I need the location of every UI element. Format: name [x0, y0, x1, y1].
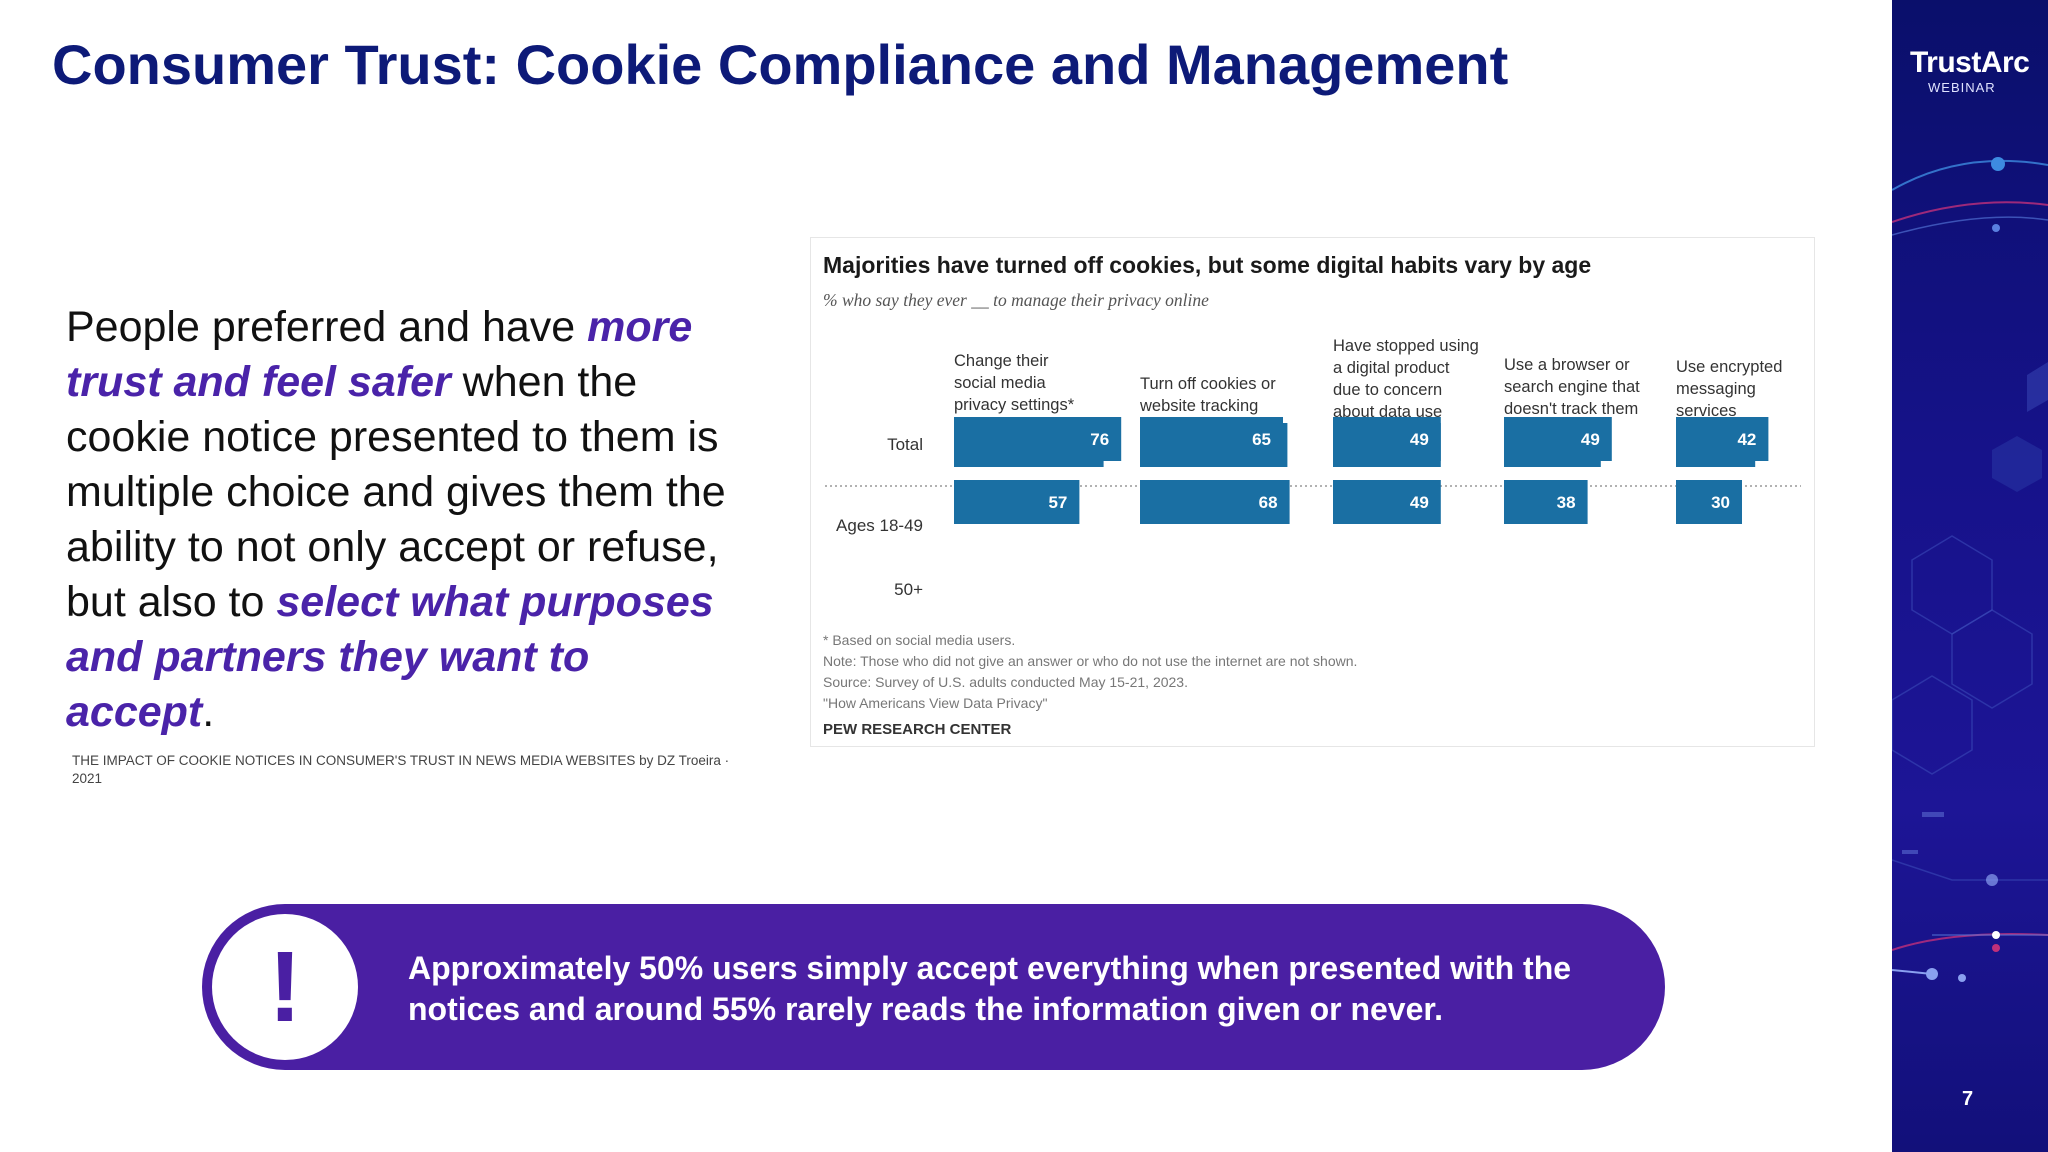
bar [1504, 417, 1612, 461]
bar-value-label: 42 [1737, 430, 1756, 449]
callout-text: Approximately 50% users simply accept ev… [408, 950, 1572, 1027]
bar [1333, 480, 1441, 524]
page-number: 7 [1962, 1088, 1974, 1110]
bar [1676, 480, 1742, 524]
chart-title: Majorities have turned off cookies, but … [823, 252, 1592, 278]
bar-value-label: 38 [1557, 493, 1576, 512]
bar [1140, 417, 1283, 461]
body-text-part: when the cookie notice presented to them… [66, 358, 726, 626]
slide-title: Consumer Trust: Cookie Compliance and Ma… [52, 33, 1509, 96]
bar [954, 417, 1122, 461]
callout-banner: ! Approximately 50% users simply accept … [202, 904, 1665, 1070]
bar-value-label: 57 [1048, 493, 1067, 512]
chart-bars: 686749443676654949425768493830 [825, 417, 1801, 524]
chart-subtitle: % who say they ever __ to manage their p… [823, 290, 1209, 310]
pew-chart: Majorities have turned off cookies, but … [810, 237, 1815, 747]
bar-value-label: 76 [1090, 430, 1109, 449]
chart-note: Source: Survey of U.S. adults conducted … [823, 674, 1188, 690]
chart-notes: * Based on social media users. Note: Tho… [823, 630, 1357, 714]
bar-value-label: 30 [1711, 493, 1730, 512]
body-text-part: People preferred and have [66, 303, 588, 351]
bar [1333, 417, 1441, 461]
bar-value-label: 49 [1410, 430, 1429, 449]
column-header: Use a browser or search engine that does… [1504, 356, 1640, 418]
brand-panel [1892, 0, 2048, 1152]
column-header: Have stopped using a digital product due… [1333, 337, 1479, 421]
body-text: People preferred and have more trust and… [66, 300, 746, 740]
webinar-label: WEBINAR [1928, 80, 1996, 95]
bar [954, 480, 1080, 524]
body-emphasis-select: select what purposes and partners they w… [66, 578, 714, 736]
bar-value-label: 68 [1259, 493, 1278, 512]
row-label-18-49: Ages 18-49 [836, 516, 923, 535]
column-header: Change their social media privacy settin… [954, 352, 1075, 414]
exclamation-mark: ! [268, 931, 302, 1043]
column-header: Turn off cookies or website tracking [1140, 375, 1276, 415]
column-header: Use encrypted messaging services [1676, 358, 1783, 420]
chart-note: "How Americans View Data Privacy" [823, 695, 1048, 711]
chart-note: * Based on social media users. [823, 632, 1016, 648]
bar [1676, 417, 1769, 461]
bar-value-label: 49 [1581, 430, 1600, 449]
citation: THE IMPACT OF COOKIE NOTICES IN CONSUMER… [72, 753, 730, 786]
chart-source: PEW RESEARCH CENTER [823, 721, 1012, 738]
bar [1504, 480, 1588, 524]
bar-value-label: 49 [1410, 493, 1429, 512]
bar [1140, 480, 1290, 524]
bar-value-label: 65 [1252, 430, 1271, 449]
body-emphasis-trust: more trust and feel safer [66, 303, 693, 406]
row-label-50-plus: 50+ [894, 580, 923, 599]
exclamation-icon: ! [212, 914, 358, 1060]
row-label-total: Total [887, 435, 923, 454]
body-text-part: . [202, 688, 215, 736]
trustarc-logo: TrustArc [1910, 46, 2030, 79]
brand-decoration [1892, 157, 2048, 982]
chart-note: Note: Those who did not give an answer o… [823, 653, 1358, 669]
